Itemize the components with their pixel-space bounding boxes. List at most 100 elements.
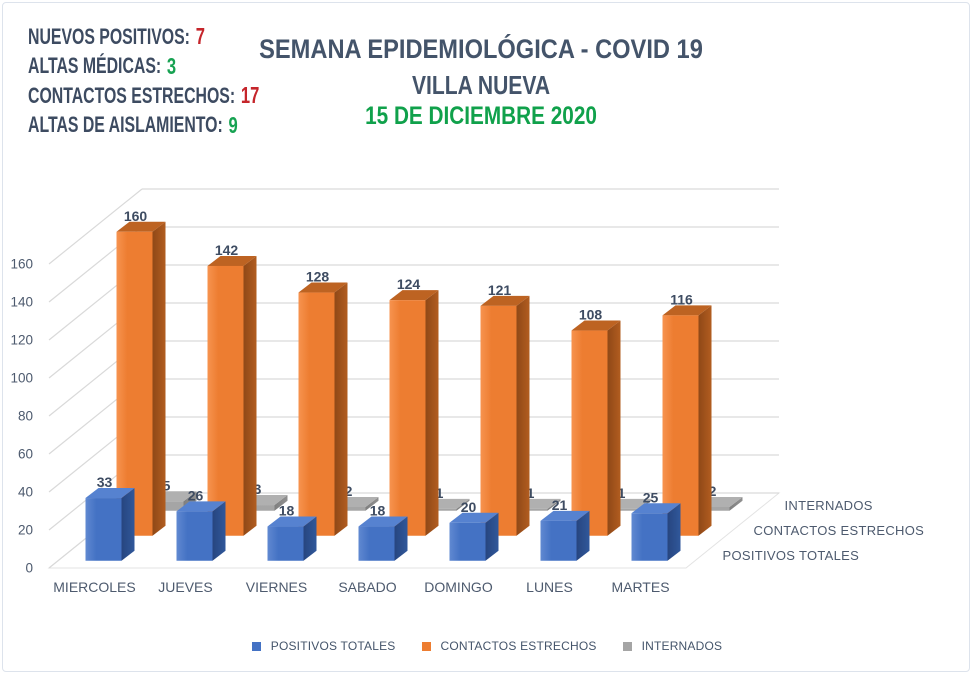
- bar-front-face: [449, 522, 486, 561]
- bar-front-face: [116, 231, 153, 536]
- bar-top-face: [358, 516, 408, 527]
- bar-top-face: [631, 503, 681, 514]
- bar-value-label: 2: [709, 483, 717, 499]
- bar-top-face: [267, 516, 317, 527]
- bar-value-label: 20: [461, 499, 477, 515]
- bar-value-label: 33: [97, 474, 113, 490]
- stat-value: 17: [240, 82, 260, 109]
- stat-nuevos-positivos: NUEVOS POSITIVOS: 7: [28, 22, 259, 52]
- bar-contactos-estrechos-sabado[interactable]: 124: [389, 276, 439, 536]
- category-label-lunes: LUNES: [526, 579, 573, 595]
- bar-front-face: [207, 265, 244, 536]
- bar-value-label: 18: [370, 503, 386, 519]
- bar-value-label: 3: [254, 481, 262, 497]
- bar-top-face: [85, 488, 135, 499]
- title-block: SEMANA EPIDEMIOLÓGICA - COVID 19 VILLA N…: [0, 36, 962, 129]
- bar-value-label: 128: [306, 269, 330, 285]
- bar-positivos-totales-domingo[interactable]: 20: [449, 499, 499, 561]
- bar-side-face: [729, 496, 743, 511]
- bar-front-face: [267, 526, 304, 561]
- y-axis-tick-label: 120: [10, 333, 33, 348]
- bar-front-face: [571, 330, 608, 536]
- bar-side-face: [576, 510, 590, 561]
- bar-value-label: 108: [579, 307, 603, 323]
- bar-positivos-totales-martes[interactable]: 25: [631, 489, 681, 561]
- bar-contactos-estrechos-jueves[interactable]: 142: [207, 242, 257, 536]
- bar-side-face: [274, 495, 288, 511]
- legend-item-internados[interactable]: INTERNADOS: [622, 639, 723, 653]
- y-axis-tick-label: 0: [25, 561, 33, 576]
- category-axis-labels: MIERCOLES JUEVES VIERNES SABADO DOMINGO LUNES…: [53, 579, 669, 595]
- bar-contactos-estrechos-miercoles[interactable]: 160: [116, 208, 166, 536]
- bar-side-face: [334, 282, 348, 536]
- bar-side-face: [456, 498, 470, 511]
- stat-altas-medicas: ALTAS MÉDICAS: 3: [28, 52, 259, 82]
- bar-side-face: [121, 488, 135, 561]
- bar-value-label: 5: [163, 477, 171, 493]
- legend-swatch: [421, 641, 431, 651]
- bar-front-face: [540, 520, 577, 561]
- bar-contactos-estrechos-domingo[interactable]: 121: [480, 282, 530, 536]
- bar-positivos-totales-jueves[interactable]: 26: [176, 487, 226, 561]
- stat-contactos-estrechos: CONTACTOS ESTRECHOS: 17: [28, 81, 259, 111]
- bar-positivos-totales-lunes[interactable]: 21: [540, 497, 590, 561]
- y-axis-tick-label: 100: [10, 371, 33, 386]
- bar-value-label: 25: [643, 489, 659, 505]
- depth-axis-label-internados: INTERNADOS: [785, 498, 873, 513]
- bar-front-face: [389, 300, 426, 536]
- category-label-viernes: VIERNES: [246, 579, 307, 595]
- bar-value-label: 1: [436, 485, 444, 501]
- y-axis-labels: 0 20 40 60 80 100 120 140 160: [10, 257, 33, 576]
- bar-value-label: 1: [618, 485, 626, 501]
- bar-front-face: [85, 498, 122, 561]
- bar-value-label: 2: [345, 483, 353, 499]
- bar-value-label: 21: [552, 497, 568, 513]
- stat-value: 7: [195, 23, 205, 50]
- bar-top-face: [298, 282, 348, 293]
- y-axis-tick-label: 20: [18, 523, 33, 538]
- bar-top-face: [480, 295, 530, 306]
- bar-side-face: [365, 496, 379, 511]
- bar-front-face: [358, 526, 395, 561]
- bar-side-face: [547, 498, 561, 511]
- legend-label: POSITIVOS TOTALES: [270, 639, 396, 653]
- stat-label: ALTAS MÉDICAS:: [28, 53, 162, 79]
- bar-contactos-estrechos-lunes[interactable]: 108: [571, 307, 621, 536]
- category-label-jueves: JUEVES: [158, 579, 212, 595]
- legend-label: CONTACTOS ESTRECHOS: [440, 639, 597, 653]
- category-label-sabado: SABADO: [338, 579, 396, 595]
- chart-title-line1: SEMANA EPIDEMIOLÓGICA - COVID 19: [259, 34, 703, 64]
- bar-value-label: 121: [488, 282, 512, 298]
- legend-swatch: [622, 641, 632, 651]
- bar-positivos-totales-miercoles[interactable]: 33: [85, 474, 135, 561]
- legend-item-contactos-estrechos[interactable]: CONTACTOS ESTRECHOS: [421, 639, 597, 653]
- bar-top-face: [176, 501, 226, 512]
- bar-top-face: [540, 510, 590, 521]
- bar-positivos-totales-sabado[interactable]: 18: [358, 503, 408, 561]
- bar-positivos-totales-viernes[interactable]: 18: [267, 503, 317, 561]
- bar-side-face: [425, 290, 439, 536]
- bar-front-face: [662, 315, 699, 536]
- stat-value: 9: [228, 111, 238, 138]
- bar-side-face: [212, 501, 226, 561]
- bar-top-face: [662, 305, 712, 316]
- category-label-miercoles: MIERCOLES: [53, 579, 135, 595]
- bar-contactos-estrechos-viernes[interactable]: 128: [298, 269, 348, 536]
- y-axis-tick-label: 80: [18, 409, 33, 424]
- bar-contactos-estrechos-martes[interactable]: 116: [662, 291, 712, 536]
- stat-label: CONTACTOS ESTRECHOS:: [28, 82, 236, 108]
- y-axis-tick-label: 140: [10, 295, 33, 310]
- legend-item-positivos-totales[interactable]: POSITIVOS TOTALES: [251, 639, 396, 653]
- bar-side-face: [607, 320, 621, 536]
- category-label-domingo: DOMINGO: [424, 579, 493, 595]
- series-depth-axis-labels: POSITIVOS TOTALES CONTACTOS ESTRECHOS INTE…: [723, 498, 924, 563]
- bar-side-face: [667, 503, 681, 561]
- y-axis-tick-label: 40: [18, 485, 33, 500]
- bar-value-label: 18: [279, 503, 295, 519]
- bar-side-face: [394, 516, 408, 561]
- y-axis-tick-label: 160: [10, 257, 33, 272]
- bar-front-face: [176, 511, 213, 561]
